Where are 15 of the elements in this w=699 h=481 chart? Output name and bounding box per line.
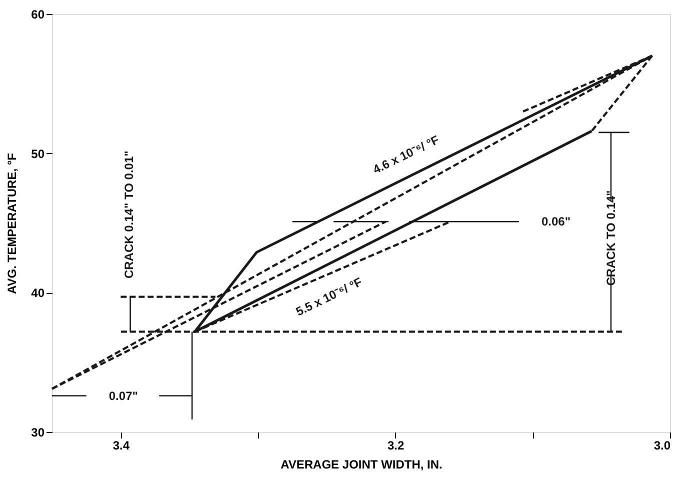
x-tick-label: 3.4 bbox=[112, 438, 130, 452]
y-tick-label: 60 bbox=[31, 8, 45, 22]
y-tick-label: 50 bbox=[31, 146, 45, 161]
x-axis-title: AVERAGE JOINT WIDTH, IN. bbox=[280, 458, 442, 472]
annotation: 4.6 x 10⁻⁶/ °F bbox=[370, 132, 442, 177]
x-tick-label: 3.2 bbox=[387, 438, 404, 452]
y-tick-label: 30 bbox=[31, 426, 45, 440]
annotation: CRACK 0.14" TO 0.01" bbox=[122, 150, 136, 279]
annotation: 0.07" bbox=[108, 388, 138, 403]
x-tick-label: 3.0 bbox=[654, 438, 671, 452]
annotation: CRACK TO 0.14" bbox=[604, 190, 618, 286]
annotation: 5.5 x 10⁻⁶/ °F bbox=[294, 274, 364, 319]
y-axis-title: AVG. TEMPERATURE, °F bbox=[5, 152, 20, 294]
annotation: 0.06" bbox=[541, 214, 571, 229]
y-tick-label: 40 bbox=[31, 286, 45, 300]
